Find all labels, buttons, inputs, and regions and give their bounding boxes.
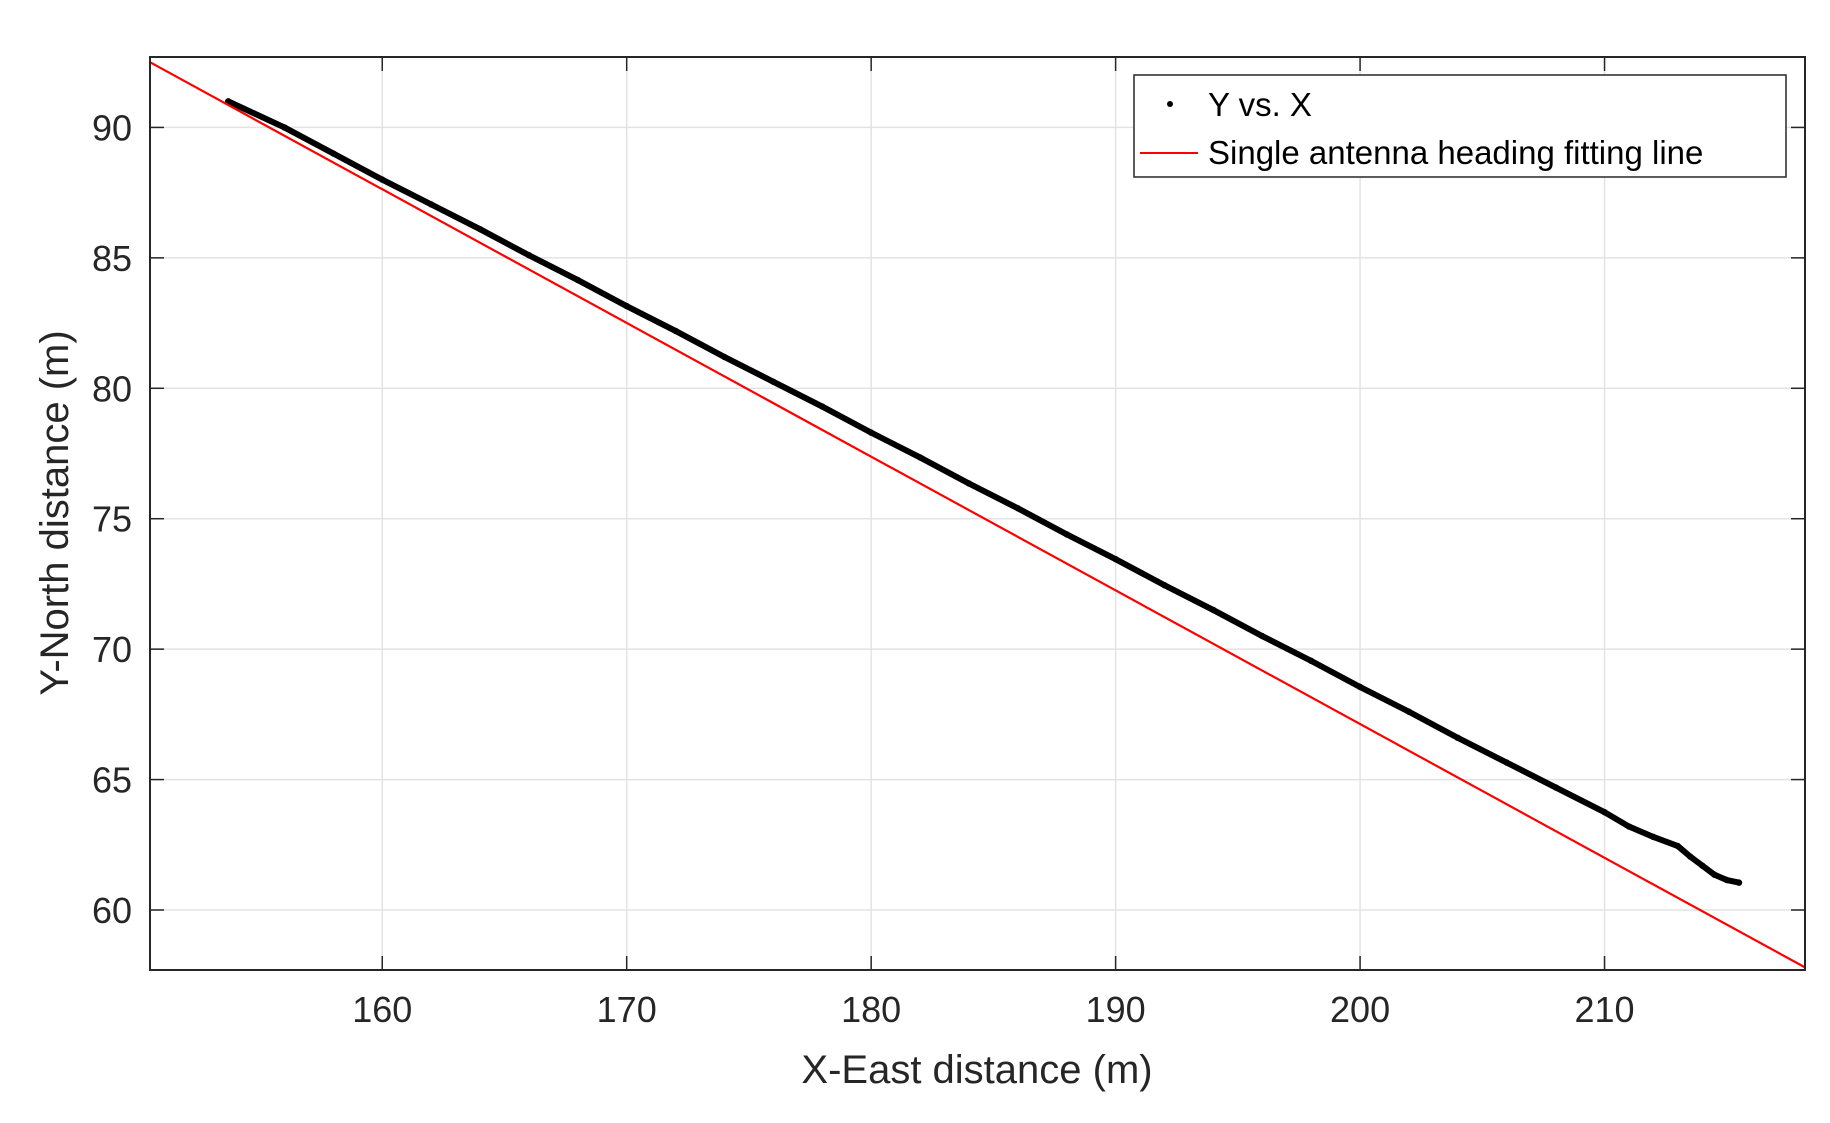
data-point — [1356, 683, 1364, 691]
data-point — [1014, 505, 1022, 512]
x-tick-label: 190 — [1086, 989, 1146, 1030]
data-point — [281, 124, 288, 131]
data-point — [1112, 555, 1119, 563]
data-point — [623, 302, 630, 310]
x-tick-label: 160 — [352, 989, 412, 1030]
data-point — [1674, 842, 1682, 850]
y-tick-label: 60 — [92, 890, 132, 931]
data-point — [1699, 862, 1706, 869]
data-point — [965, 480, 973, 487]
data-point — [916, 454, 924, 461]
fitting-line — [149, 61, 1806, 969]
x-tick-label: 170 — [597, 989, 657, 1030]
y-tick-label: 65 — [92, 760, 132, 801]
data-point — [1601, 808, 1608, 816]
data-point — [1405, 708, 1413, 715]
data-point — [525, 252, 533, 259]
data-point — [1161, 582, 1168, 589]
x-tick-label: 210 — [1575, 989, 1635, 1030]
data-point — [1454, 734, 1462, 742]
tick-labels: 160 170 180 190 200 210 60 65 70 75 80 85 90 — [92, 107, 1635, 1030]
data-point — [1503, 759, 1510, 766]
data-point — [1625, 823, 1633, 830]
y-tick-label: 80 — [92, 368, 132, 409]
y-tick-label: 85 — [92, 238, 132, 279]
data-point — [574, 276, 582, 284]
y-tick-label: 90 — [92, 107, 132, 148]
data-point — [330, 150, 337, 157]
data-point — [721, 353, 728, 361]
ticks — [150, 57, 1805, 970]
data-point — [1210, 606, 1217, 614]
data-point — [476, 225, 484, 233]
legend-marker-dot — [1167, 101, 1173, 107]
data-point — [1686, 853, 1694, 860]
data-point — [427, 201, 435, 208]
data-point — [770, 378, 777, 385]
plot-background — [150, 57, 1805, 970]
x-tick-label: 200 — [1330, 989, 1390, 1030]
y-tick-label: 70 — [92, 629, 132, 670]
x-tick-label: 180 — [841, 989, 901, 1030]
data-point — [1735, 879, 1743, 886]
data-point — [1711, 871, 1718, 878]
data-point — [819, 403, 826, 410]
data-point — [1259, 632, 1266, 640]
legend: Y vs. X Single antenna heading fitting l… — [1133, 74, 1787, 178]
data-point — [379, 176, 386, 183]
legend-label-data: Y vs. X — [1208, 86, 1312, 123]
plot-frame — [149, 56, 1806, 971]
data-point — [1650, 833, 1657, 841]
x-axis-label: X-East distance (m) — [801, 1048, 1152, 1092]
data-point — [672, 327, 679, 335]
legend-label-fit: Single antenna heading fitting line — [1208, 134, 1703, 171]
y-tick-label: 75 — [92, 499, 132, 540]
data-point — [1552, 784, 1559, 791]
data-point — [1307, 657, 1315, 665]
legend-box — [1133, 74, 1787, 178]
series-layer — [149, 61, 1806, 969]
data-point — [1063, 531, 1070, 538]
data-point — [1723, 876, 1730, 884]
data-point — [867, 429, 875, 436]
y-axis-label: Y-North distance (m) — [33, 330, 77, 695]
